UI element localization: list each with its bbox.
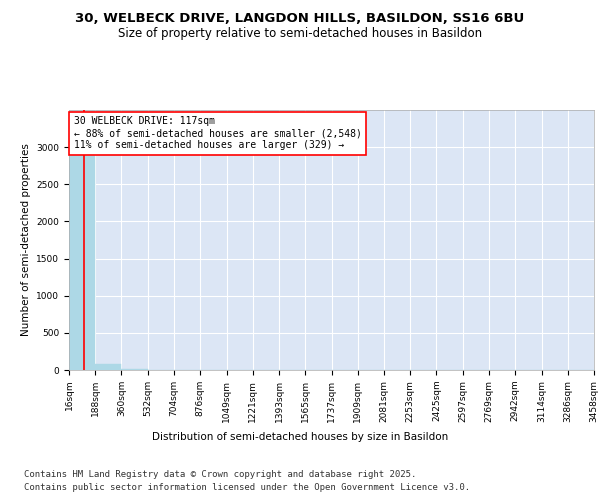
Text: 30, WELBECK DRIVE, LANGDON HILLS, BASILDON, SS16 6BU: 30, WELBECK DRIVE, LANGDON HILLS, BASILD…	[76, 12, 524, 26]
Bar	[69, 156, 95, 370]
Bar	[121, 369, 148, 370]
Text: Contains HM Land Registry data © Crown copyright and database right 2025.: Contains HM Land Registry data © Crown c…	[24, 470, 416, 479]
Text: Contains public sector information licensed under the Open Government Licence v3: Contains public sector information licen…	[24, 482, 470, 492]
Y-axis label: Number of semi-detached properties: Number of semi-detached properties	[21, 144, 31, 336]
Bar	[95, 364, 121, 370]
Text: 30 WELBECK DRIVE: 117sqm
← 88% of semi-detached houses are smaller (2,548)
11% o: 30 WELBECK DRIVE: 117sqm ← 88% of semi-d…	[74, 116, 361, 150]
Text: Distribution of semi-detached houses by size in Basildon: Distribution of semi-detached houses by …	[152, 432, 448, 442]
Text: Size of property relative to semi-detached houses in Basildon: Size of property relative to semi-detach…	[118, 28, 482, 40]
